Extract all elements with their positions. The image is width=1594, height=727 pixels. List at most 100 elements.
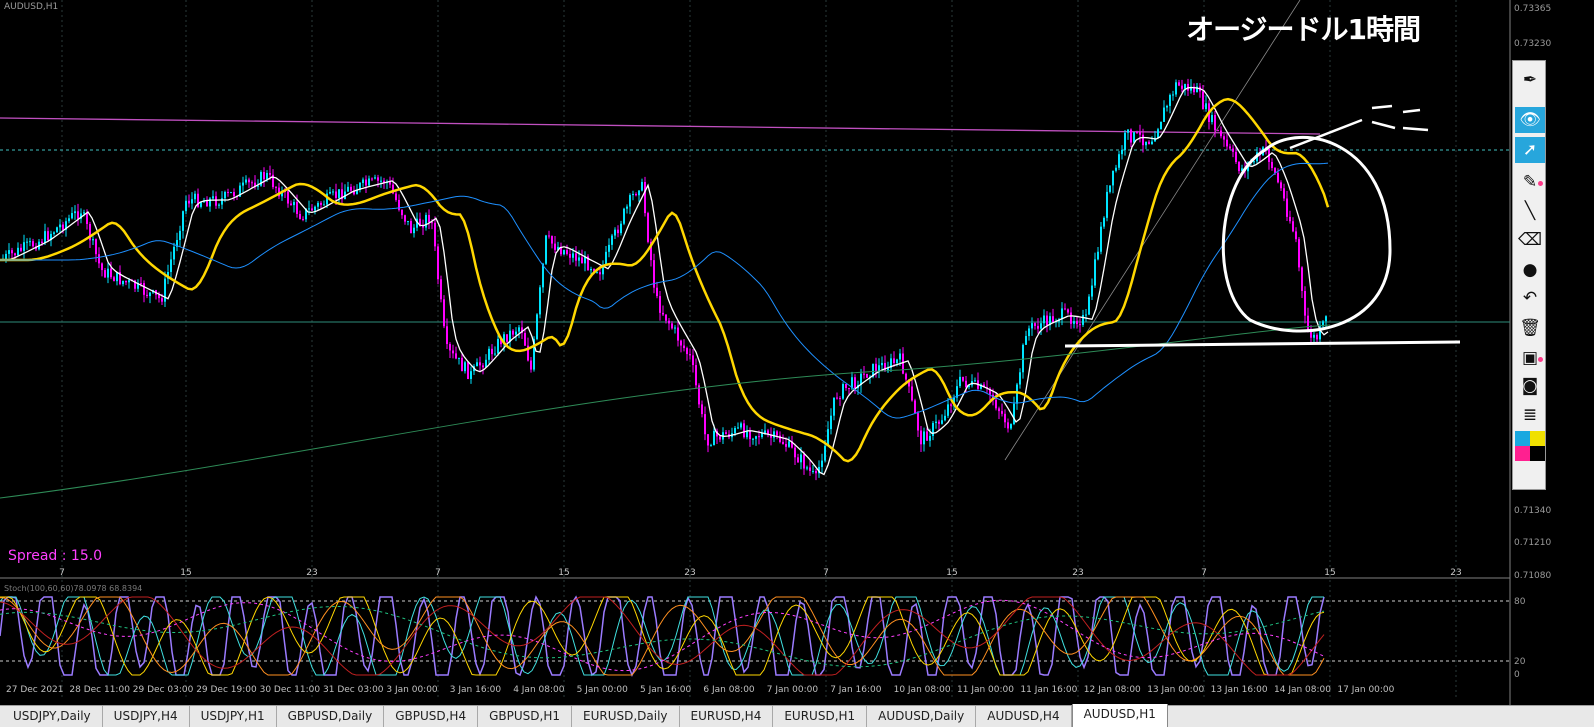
candle-body <box>842 383 844 399</box>
date-marker: 15 <box>558 568 569 578</box>
tab-eurusd-h4[interactable]: EURUSD,H4 <box>680 706 774 727</box>
candle-body <box>569 253 571 258</box>
candle-body <box>1028 328 1030 337</box>
clipboard-icon[interactable]: ≣ <box>1522 405 1538 425</box>
candle-body <box>227 191 229 193</box>
candle-body <box>1169 94 1171 106</box>
time-tick: 14 Jan 08:00 <box>1274 685 1331 695</box>
candle-body <box>65 221 67 230</box>
candle-body <box>581 257 583 264</box>
line-icon[interactable]: ╲ <box>1524 201 1536 221</box>
candle-body <box>1196 86 1198 93</box>
tab-gbpusd-daily[interactable]: GBPUSD,Daily <box>277 706 385 727</box>
candle-body <box>506 334 508 342</box>
tab-usdjpy-daily[interactable]: USDJPY,Daily <box>2 706 103 727</box>
candle-body <box>962 376 964 381</box>
candle-body <box>254 182 256 187</box>
candle-body <box>761 433 763 438</box>
candle-body <box>434 222 436 247</box>
color-palette[interactable] <box>1515 431 1545 461</box>
candle-body <box>764 430 766 434</box>
tab-audusd-daily[interactable]: AUDUSD,Daily <box>867 706 977 727</box>
tab-audusd-h4[interactable]: AUDUSD,H4 <box>976 706 1072 727</box>
tab-gbpusd-h4[interactable]: GBPUSD,H4 <box>384 706 479 727</box>
candle-body <box>275 187 277 189</box>
chart-canvas[interactable]: 0.73365 0.73230 0.71340 0.71210 0.71080 80 20 0… <box>0 0 1594 705</box>
camera-icon[interactable]: ◙ <box>1521 376 1539 396</box>
candle-body <box>821 460 823 467</box>
candle-body <box>368 178 370 186</box>
candle-body <box>680 340 682 346</box>
time-tick: 10 Jan 08:00 <box>894 685 951 695</box>
candle-body <box>278 187 280 197</box>
monitor-icon[interactable]: ▣ <box>1515 345 1545 371</box>
candle-body <box>623 208 625 224</box>
candle-body <box>305 208 307 220</box>
candle-body <box>1088 296 1090 315</box>
candle-body <box>1322 321 1324 327</box>
drawing-toolbar: ✒ 👁 ➚ ✎ ╲ ⌫ ● ↶ 🗑 ▣ ◙ ≣ <box>1512 60 1546 490</box>
candle-body <box>1097 251 1099 260</box>
candle-body <box>1295 231 1297 240</box>
tab-audusd-h1[interactable]: AUDUSD,H1 <box>1071 704 1168 727</box>
candle-body <box>1175 82 1177 95</box>
candle-body <box>716 430 718 437</box>
candle-body <box>1067 309 1069 313</box>
candle-body <box>755 436 757 439</box>
undo-icon[interactable]: ↶ <box>1522 288 1538 308</box>
candle-body <box>827 429 829 447</box>
candle-body <box>308 208 310 210</box>
dot-icon[interactable]: ● <box>1522 260 1538 280</box>
candle-body <box>1052 316 1054 323</box>
time-tick: 3 Jan 00:00 <box>386 685 438 695</box>
candle-body <box>23 242 25 251</box>
tab-eurusd-h1[interactable]: EURUSD,H1 <box>773 706 868 727</box>
candle-body <box>653 260 655 288</box>
candle-body <box>572 253 574 258</box>
cursor-icon[interactable]: ➚ <box>1515 137 1545 163</box>
candle-body <box>845 383 847 388</box>
candle-body <box>1292 221 1294 232</box>
eye-icon[interactable]: 👁 <box>1515 107 1545 133</box>
candle-body <box>425 214 427 228</box>
eraser-icon[interactable]: ⌫ <box>1517 230 1543 250</box>
candle-body <box>1229 146 1231 149</box>
candle-body <box>1142 134 1144 146</box>
candle-body <box>872 363 874 377</box>
tab-usdjpy-h4[interactable]: USDJPY,H4 <box>103 706 190 727</box>
candle-body <box>164 278 166 302</box>
trash-icon[interactable]: 🗑 <box>1519 318 1541 338</box>
tab-gbpusd-h1[interactable]: GBPUSD,H1 <box>478 706 572 727</box>
candle-body <box>1205 103 1207 110</box>
candle-body <box>230 192 232 194</box>
time-tick: 11 Jan 00:00 <box>957 685 1014 695</box>
candle-body <box>470 371 472 379</box>
stochastic-line <box>0 606 1325 668</box>
candle-body <box>749 431 751 440</box>
candle-body <box>287 191 289 204</box>
tab-usdjpy-h1[interactable]: USDJPY,H1 <box>190 706 277 727</box>
time-tick: 5 Jan 00:00 <box>577 685 629 695</box>
candle-body <box>80 213 82 219</box>
tab-eurusd-daily[interactable]: EURUSD,Daily <box>572 706 680 727</box>
candle-body <box>518 327 520 332</box>
candle-body <box>614 229 616 236</box>
candle-body <box>17 247 19 256</box>
candle-body <box>431 222 433 224</box>
candle-body <box>776 431 778 436</box>
candle-body <box>371 178 373 180</box>
candle-body <box>383 180 385 183</box>
candle-body <box>1307 315 1309 332</box>
candle-body <box>995 399 997 409</box>
candle-body <box>485 359 487 368</box>
chart-area[interactable]: 0.73365 0.73230 0.71340 0.71210 0.71080 80 20 0… <box>0 0 1551 710</box>
candle-body <box>560 246 562 255</box>
candle-body <box>173 246 175 260</box>
pen-icon[interactable]: ✒ <box>1522 70 1538 90</box>
candle-body <box>881 362 883 366</box>
candle-body <box>785 444 787 447</box>
candle-body <box>1190 86 1192 91</box>
candle-body <box>290 203 292 206</box>
highlighter-icon[interactable]: ✎ <box>1515 169 1545 195</box>
candle-body <box>1043 315 1045 324</box>
